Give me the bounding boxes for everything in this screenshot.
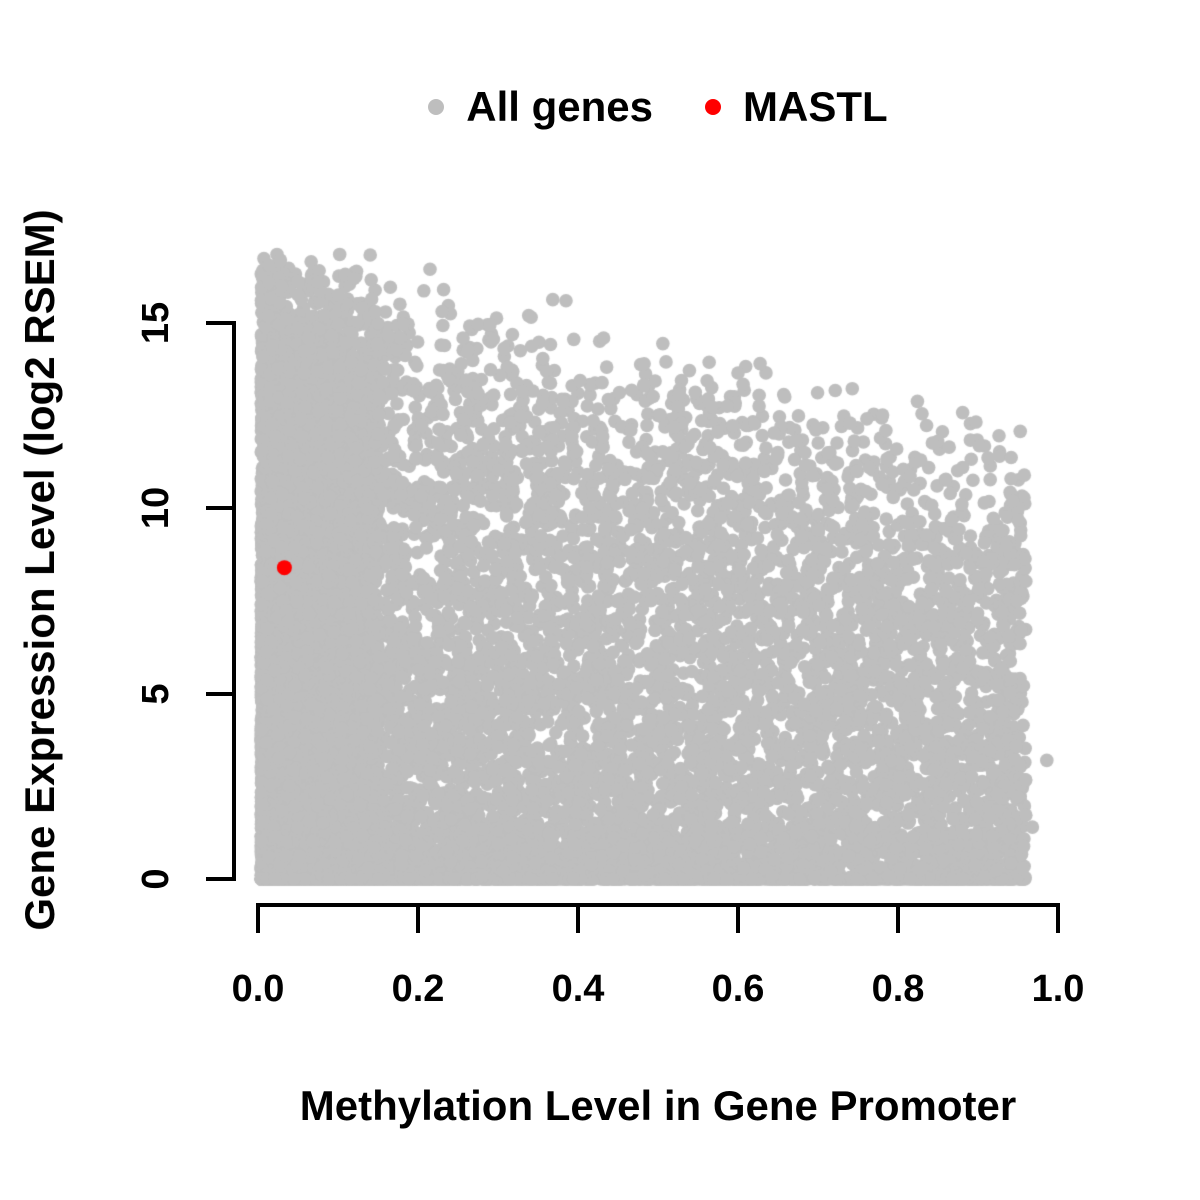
y-axis-title: Gene Expression Level (log2 RSEM) bbox=[16, 209, 63, 931]
y-tick-label: 10 bbox=[135, 487, 177, 530]
x-tick-label: 0.0 bbox=[231, 968, 285, 1010]
x-tick-mark bbox=[896, 907, 900, 933]
x-tick-mark bbox=[1056, 907, 1060, 933]
all-genes-marker-dot bbox=[428, 99, 445, 115]
y-tick-mark bbox=[206, 506, 232, 511]
y-tick-mark bbox=[206, 877, 232, 881]
legend-item-all-genes: All genes bbox=[428, 86, 653, 128]
x-tick-label: 0.6 bbox=[711, 968, 765, 1010]
x-tick-label: 0.8 bbox=[871, 968, 925, 1010]
x-axis-line bbox=[256, 903, 1060, 907]
x-tick-label: 0.2 bbox=[391, 968, 445, 1010]
y-tick-label: 0 bbox=[135, 868, 177, 890]
x-tick-mark bbox=[416, 907, 420, 933]
x-tick-label: 0.4 bbox=[551, 968, 605, 1010]
y-tick-mark bbox=[206, 691, 232, 696]
y-tick-label: 5 bbox=[135, 683, 177, 705]
y-tick-mark bbox=[206, 321, 232, 325]
x-axis-title: Methylation Level in Gene Promoter bbox=[299, 1082, 1017, 1129]
y-axis-line bbox=[232, 321, 236, 881]
legend-label-mastl: MASTL bbox=[743, 83, 888, 130]
x-tick-mark bbox=[736, 907, 740, 933]
legend: All genes MASTL bbox=[258, 83, 1058, 131]
legend-item-mastl: MASTL bbox=[705, 86, 888, 128]
y-tick-label: 15 bbox=[135, 301, 177, 345]
legend-label-all-genes: All genes bbox=[466, 83, 654, 130]
x-tick-mark bbox=[576, 907, 580, 933]
mastl-marker-dot bbox=[705, 99, 722, 115]
x-tick-label: 1.0 bbox=[1031, 968, 1085, 1010]
x-tick-mark bbox=[256, 907, 260, 933]
